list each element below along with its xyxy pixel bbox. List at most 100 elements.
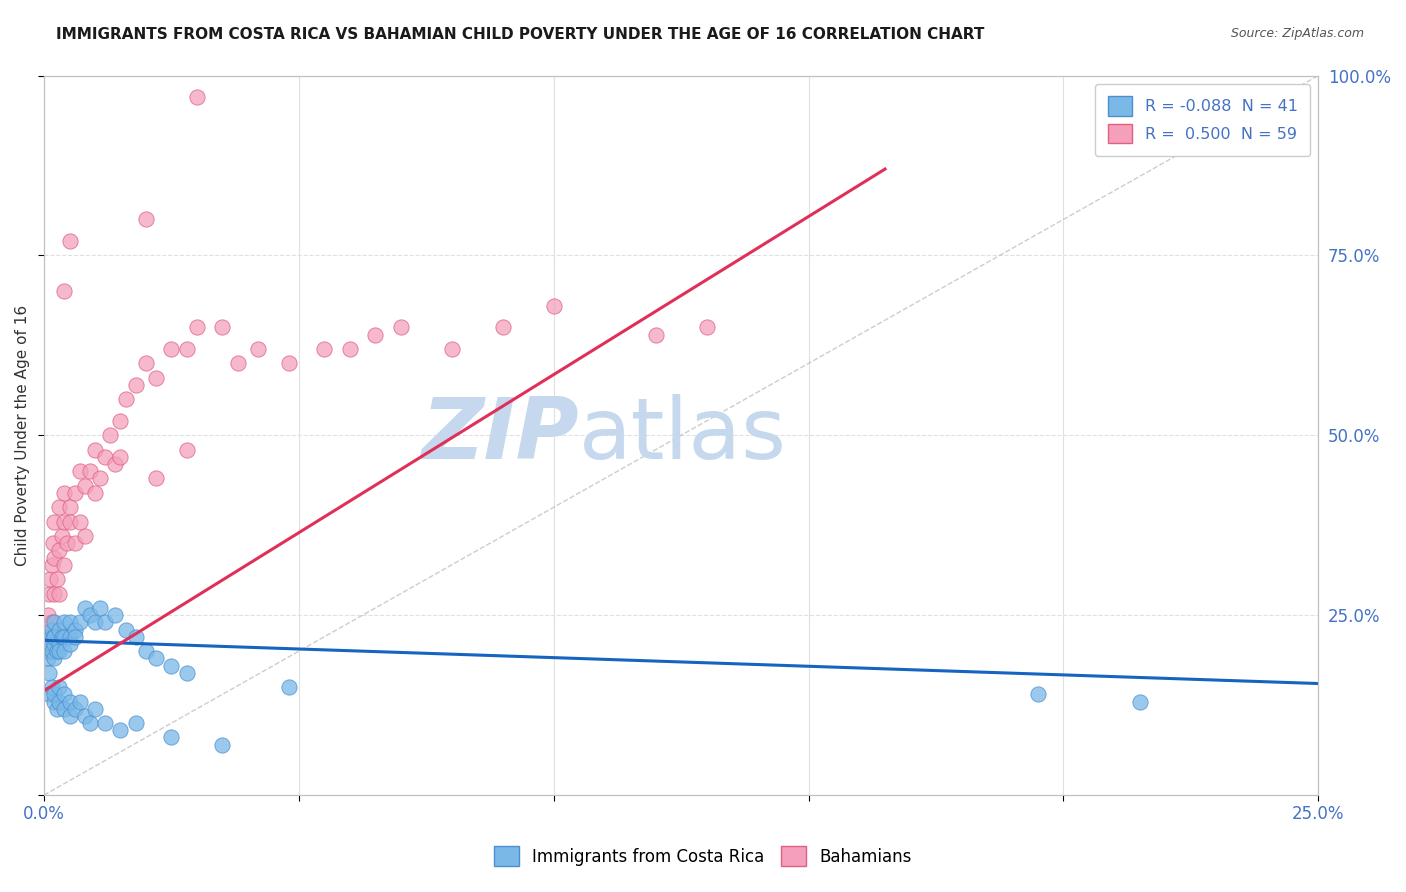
Y-axis label: Child Poverty Under the Age of 16: Child Poverty Under the Age of 16 <box>15 305 30 566</box>
Point <box>63 630 86 644</box>
Point <box>79 464 101 478</box>
Point <box>492 320 515 334</box>
Point <box>69 694 91 708</box>
Point <box>84 486 107 500</box>
Point <box>51 630 73 644</box>
Point <box>48 543 70 558</box>
Point <box>41 644 63 658</box>
Point <box>440 342 463 356</box>
Point <box>51 529 73 543</box>
Point <box>42 536 65 550</box>
Point <box>160 658 183 673</box>
Point <box>45 702 67 716</box>
Point <box>69 515 91 529</box>
Point <box>104 608 127 623</box>
Point <box>89 471 111 485</box>
Point <box>176 342 198 356</box>
Point <box>145 370 167 384</box>
Point <box>53 515 76 529</box>
Point <box>63 536 86 550</box>
Point <box>389 320 412 334</box>
Point <box>186 90 208 104</box>
Point <box>58 234 80 248</box>
Point <box>58 637 80 651</box>
Point <box>44 550 66 565</box>
Text: Source: ZipAtlas.com: Source: ZipAtlas.com <box>1230 27 1364 40</box>
Point <box>45 572 67 586</box>
Point <box>277 356 299 370</box>
Point <box>37 608 59 623</box>
Point <box>125 630 148 644</box>
Point <box>73 709 96 723</box>
Point <box>48 637 70 651</box>
Point <box>89 601 111 615</box>
Point <box>69 464 91 478</box>
Point <box>176 665 198 680</box>
Point <box>38 644 60 658</box>
Point <box>48 694 70 708</box>
Point <box>58 694 80 708</box>
Point <box>247 342 270 356</box>
Point <box>58 709 80 723</box>
Point <box>73 529 96 543</box>
Point <box>41 623 63 637</box>
Point <box>63 623 86 637</box>
Point <box>696 320 718 334</box>
Point <box>44 586 66 600</box>
Point <box>1129 694 1152 708</box>
Point <box>56 536 79 550</box>
Text: atlas: atlas <box>579 393 787 477</box>
Point <box>39 572 62 586</box>
Point <box>48 586 70 600</box>
Point <box>58 500 80 515</box>
Point <box>53 702 76 716</box>
Point <box>41 558 63 572</box>
Point <box>73 478 96 492</box>
Point <box>110 450 132 464</box>
Point <box>63 702 86 716</box>
Point <box>314 342 336 356</box>
Point <box>44 687 66 701</box>
Point <box>58 630 80 644</box>
Point <box>37 651 59 665</box>
Point <box>44 651 66 665</box>
Point <box>48 500 70 515</box>
Point <box>211 738 233 752</box>
Point <box>277 680 299 694</box>
Point <box>94 716 117 731</box>
Legend: Immigrants from Costa Rica, Bahamians: Immigrants from Costa Rica, Bahamians <box>485 838 921 875</box>
Point <box>39 637 62 651</box>
Point <box>38 665 60 680</box>
Point <box>364 327 387 342</box>
Point <box>135 644 157 658</box>
Point <box>135 212 157 227</box>
Point <box>110 414 132 428</box>
Point <box>53 630 76 644</box>
Point <box>44 615 66 630</box>
Point <box>42 630 65 644</box>
Point <box>53 644 76 658</box>
Point <box>41 680 63 694</box>
Point <box>226 356 249 370</box>
Point <box>160 731 183 745</box>
Point <box>94 615 117 630</box>
Point <box>98 428 121 442</box>
Point <box>44 630 66 644</box>
Point <box>53 687 76 701</box>
Point <box>41 615 63 630</box>
Point <box>73 601 96 615</box>
Point <box>135 356 157 370</box>
Point <box>79 716 101 731</box>
Point <box>35 644 58 658</box>
Text: ZIP: ZIP <box>422 393 579 477</box>
Point <box>63 486 86 500</box>
Point <box>339 342 361 356</box>
Point <box>48 644 70 658</box>
Point <box>44 515 66 529</box>
Point <box>53 486 76 500</box>
Point <box>160 342 183 356</box>
Point <box>644 327 666 342</box>
Point <box>53 558 76 572</box>
Point <box>104 457 127 471</box>
Text: IMMIGRANTS FROM COSTA RICA VS BAHAMIAN CHILD POVERTY UNDER THE AGE OF 16 CORRELA: IMMIGRANTS FROM COSTA RICA VS BAHAMIAN C… <box>56 27 984 42</box>
